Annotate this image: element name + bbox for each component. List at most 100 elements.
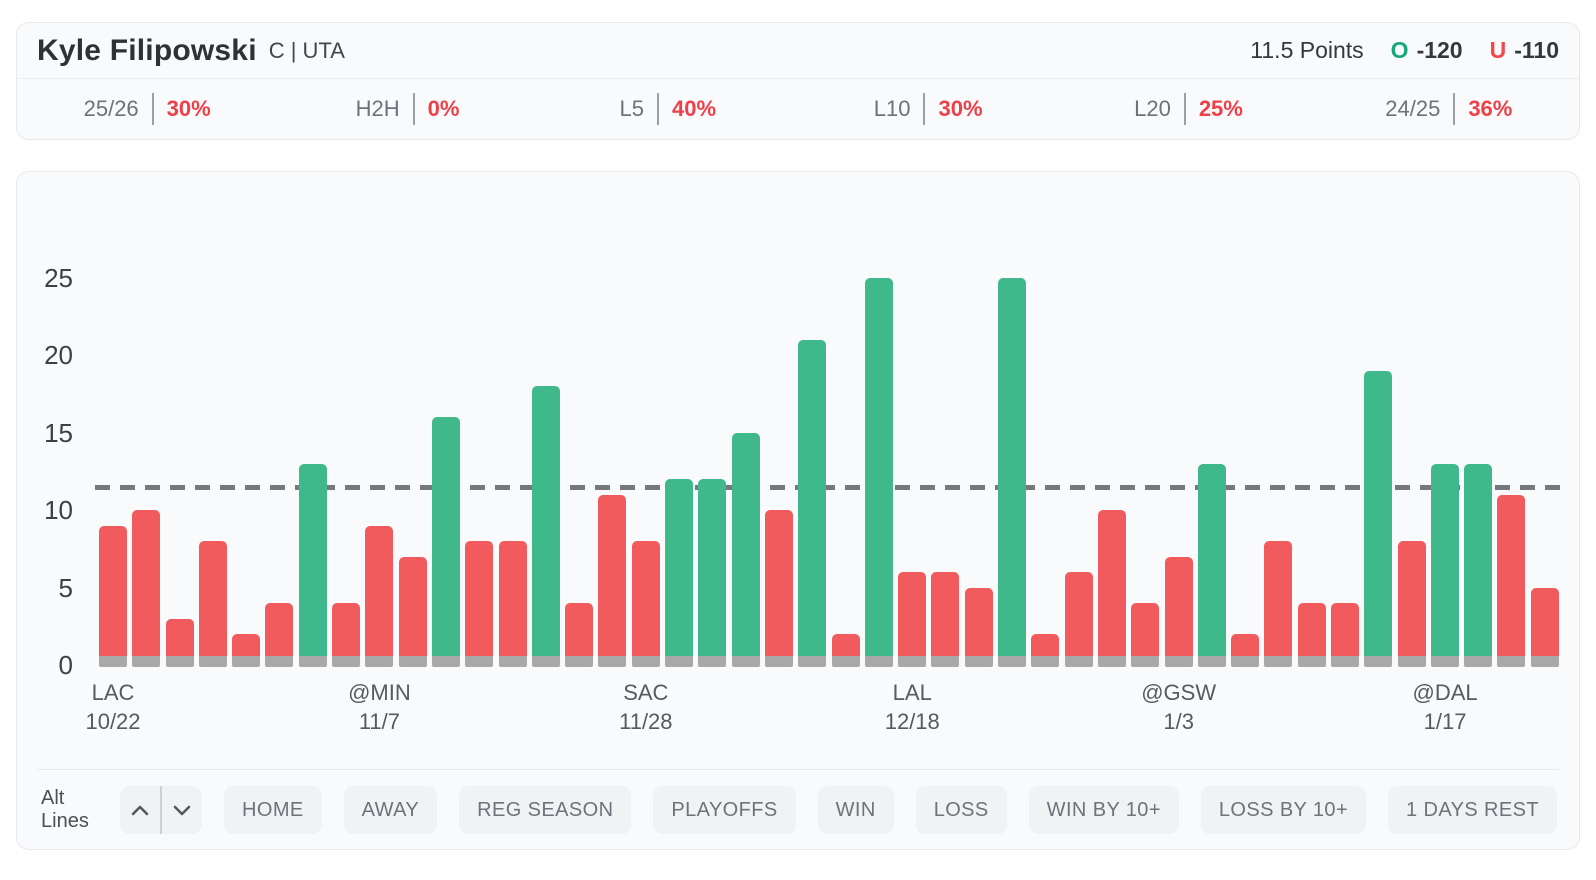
bar-slot bbox=[1131, 232, 1160, 667]
game-bar-under[interactable] bbox=[1530, 587, 1559, 656]
game-bar-under[interactable] bbox=[1064, 572, 1093, 656]
game-bar-over[interactable] bbox=[431, 417, 460, 656]
game-bar-under[interactable] bbox=[831, 634, 860, 656]
game-bar-over[interactable] bbox=[864, 277, 893, 656]
bar-baseline-stub bbox=[1197, 656, 1226, 667]
stat-divider bbox=[1453, 93, 1456, 125]
game-bar-over[interactable] bbox=[298, 463, 327, 656]
game-bar-over[interactable] bbox=[1197, 463, 1226, 656]
filter-button-home[interactable]: HOME bbox=[224, 786, 322, 834]
bar-slot bbox=[998, 232, 1027, 667]
game-bar-under[interactable] bbox=[99, 525, 127, 656]
player-name: Kyle Filipowski bbox=[37, 33, 257, 67]
bar-slot bbox=[631, 232, 660, 667]
game-bar-under[interactable] bbox=[198, 541, 227, 656]
game-bar-under[interactable] bbox=[365, 525, 394, 656]
x-axis-label-team: @MIN bbox=[348, 680, 411, 705]
game-bar-under[interactable] bbox=[1231, 634, 1260, 656]
bar-slot bbox=[465, 232, 494, 667]
over-odds[interactable]: O -120 bbox=[1391, 37, 1463, 64]
bar-chart: 0 5 10 15 20 25 LAC 10/22 @MIN 11/7 SAC 11/28 LAL 12… bbox=[17, 172, 1579, 849]
bar-baseline-stub bbox=[198, 656, 227, 667]
bar-baseline-stub bbox=[1031, 656, 1060, 667]
x-axis-label: LAL 12/18 bbox=[842, 678, 982, 736]
game-bar-under[interactable] bbox=[1164, 556, 1193, 656]
game-bar-under[interactable] bbox=[898, 572, 927, 656]
game-bar-over[interactable] bbox=[998, 277, 1027, 656]
stat-label: L20 bbox=[1134, 96, 1171, 121]
filter-button-loss[interactable]: LOSS bbox=[915, 786, 1007, 834]
filter-button-loss-by-10[interactable]: LOSS BY 10+ bbox=[1200, 786, 1367, 834]
bar-baseline-stub bbox=[1164, 656, 1193, 667]
game-bar-under[interactable] bbox=[232, 634, 261, 656]
game-bar-over[interactable] bbox=[798, 339, 827, 656]
filter-button-away[interactable]: AWAY bbox=[343, 786, 438, 834]
game-bar-under[interactable] bbox=[764, 510, 793, 656]
line-info: 11.5 Points O -120 U -110 bbox=[1250, 37, 1559, 64]
bar-slot bbox=[1497, 232, 1526, 667]
hit-rate-stats-row: 25/26 30% H2H 0% L5 40% L10 30% L20 25% … bbox=[17, 79, 1579, 139]
under-odds[interactable]: U -110 bbox=[1490, 37, 1559, 64]
bar-slot bbox=[831, 232, 860, 667]
stat-label: L5 bbox=[619, 96, 645, 121]
game-bar-over[interactable] bbox=[665, 479, 694, 656]
game-bar-under[interactable] bbox=[165, 618, 194, 656]
bar-slot bbox=[165, 232, 194, 667]
filter-button-reg-season[interactable]: REG SEASON bbox=[459, 786, 632, 834]
bar-slot bbox=[931, 232, 960, 667]
bar-slot bbox=[298, 232, 327, 667]
game-bar-under[interactable] bbox=[332, 603, 361, 656]
x-axis-label-team: LAL bbox=[892, 680, 932, 705]
stat-divider bbox=[412, 93, 415, 125]
game-bar-under[interactable] bbox=[1131, 603, 1160, 656]
game-bar-over[interactable] bbox=[698, 479, 727, 656]
game-bar-under[interactable] bbox=[1031, 634, 1060, 656]
game-bar-under[interactable] bbox=[1297, 603, 1326, 656]
game-bar-over[interactable] bbox=[731, 432, 760, 656]
game-bar-under[interactable] bbox=[465, 541, 494, 656]
game-bar-under[interactable] bbox=[631, 541, 660, 656]
filter-button-win-by-10[interactable]: WIN BY 10+ bbox=[1028, 786, 1179, 834]
game-bar-under[interactable] bbox=[1097, 510, 1126, 656]
x-axis-label: @GSW 1/3 bbox=[1109, 678, 1249, 736]
filter-button-playoffs[interactable]: PLAYOFFS bbox=[653, 786, 796, 834]
game-bar-over[interactable] bbox=[1430, 463, 1459, 656]
stat-value: 40% bbox=[672, 96, 717, 121]
player-position-team: C | UTA bbox=[268, 37, 345, 63]
filter-button-days-rest[interactable]: 1 DAYS REST bbox=[1388, 786, 1557, 834]
game-bar-under[interactable] bbox=[1497, 494, 1526, 656]
stat-h2h: H2H 0% bbox=[277, 93, 537, 125]
game-log-chart-card: 0 5 10 15 20 25 LAC 10/22 @MIN 11/7 SAC 11/28 LAL 12… bbox=[16, 171, 1580, 850]
game-bar-over[interactable] bbox=[1464, 463, 1493, 656]
bar-baseline-stub bbox=[565, 656, 594, 667]
game-bar-under[interactable] bbox=[598, 494, 627, 656]
game-bar-under[interactable] bbox=[1330, 603, 1359, 656]
game-bar-under[interactable] bbox=[964, 587, 993, 656]
alt-line-up-button[interactable] bbox=[120, 786, 160, 834]
stat-label: L10 bbox=[873, 96, 911, 121]
bar-baseline-stub bbox=[964, 656, 993, 667]
stat-divider bbox=[1183, 93, 1186, 125]
game-bar-under[interactable] bbox=[498, 541, 527, 656]
game-bar-under[interactable] bbox=[931, 572, 960, 656]
game-bar-over[interactable] bbox=[531, 386, 560, 656]
bar-slot bbox=[398, 232, 427, 667]
bar-baseline-stub bbox=[99, 656, 127, 667]
alt-line-down-button[interactable] bbox=[162, 786, 202, 834]
game-bar-under[interactable] bbox=[1397, 541, 1426, 656]
game-bar-under[interactable] bbox=[132, 510, 161, 656]
y-axis-tick: 10 bbox=[44, 495, 73, 525]
game-bar-under[interactable] bbox=[1264, 541, 1293, 656]
stat-label: H2H bbox=[355, 96, 400, 121]
y-axis-tick: 0 bbox=[58, 650, 73, 680]
game-bar-over[interactable] bbox=[1364, 370, 1393, 656]
stepper-divider bbox=[159, 786, 162, 834]
bar-slot bbox=[1231, 232, 1260, 667]
game-bar-under[interactable] bbox=[398, 556, 427, 656]
game-bar-under[interactable] bbox=[565, 603, 594, 656]
filter-button-win[interactable]: WIN bbox=[817, 786, 894, 834]
stat-season-25-26: 25/26 30% bbox=[17, 93, 277, 125]
bar-baseline-stub bbox=[1464, 656, 1493, 667]
y-axis-tick: 25 bbox=[44, 262, 73, 293]
game-bar-under[interactable] bbox=[265, 603, 294, 656]
